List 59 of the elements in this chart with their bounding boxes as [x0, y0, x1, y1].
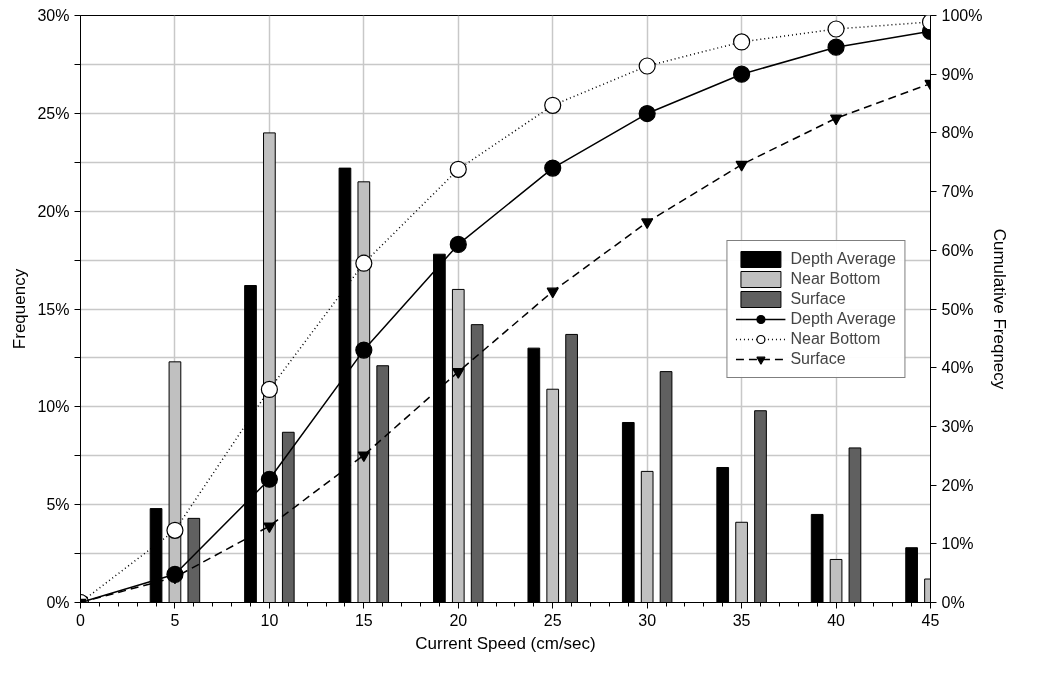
y2-tick-label: 70% — [941, 183, 974, 201]
legend-label: Surface — [790, 348, 846, 369]
point — [827, 20, 845, 38]
point — [260, 380, 278, 398]
y-tick-label: 20% — [37, 202, 70, 220]
y-tick-label: 25% — [37, 104, 70, 122]
point — [449, 160, 467, 178]
point — [829, 114, 843, 126]
y2-tick-label: 40% — [941, 359, 974, 377]
legend-label: Depth Average — [790, 248, 896, 269]
y2-tick-label: 20% — [941, 476, 974, 494]
point — [452, 368, 465, 379]
x-tick-label: 5 — [170, 611, 180, 629]
point — [260, 470, 278, 488]
x-tick-label: 45 — [921, 611, 940, 629]
point — [544, 96, 562, 114]
y2-axis-title: Cumulative Freqnecy — [990, 228, 1010, 390]
y2-tick-label: 90% — [941, 65, 974, 83]
point — [735, 160, 748, 172]
y-tick-label: 30% — [37, 7, 70, 24]
x-tick-label: 25 — [543, 611, 562, 629]
x-tick-label: 30 — [638, 611, 657, 629]
y2-tick-label: 100% — [941, 7, 983, 24]
point — [733, 33, 751, 51]
y-tick-label: 5% — [46, 496, 70, 514]
point — [166, 521, 184, 539]
y2-tick-label: 80% — [941, 124, 974, 142]
point — [263, 522, 276, 534]
y2-tick-label: 0% — [941, 594, 965, 611]
y2-tick-label: 30% — [941, 417, 974, 435]
point — [544, 159, 562, 177]
x-tick-label: 40 — [827, 611, 846, 629]
y2-tick-label: 60% — [941, 241, 974, 259]
y2-tick-label: 10% — [941, 535, 974, 553]
point — [449, 235, 467, 254]
legend-label: Depth Average — [790, 308, 896, 329]
point — [638, 57, 656, 75]
legend-label: Surface — [790, 288, 846, 309]
point — [355, 341, 373, 359]
point — [546, 287, 559, 299]
legend-label: Near Bottom — [790, 268, 881, 289]
x-tick-label: 20 — [449, 611, 468, 629]
legend-label: Near Bottom — [790, 328, 881, 349]
x-axis-title: Current Speed (cm/sec) — [415, 633, 596, 653]
y-tick-label: 0% — [46, 594, 70, 611]
x-tick-label: 15 — [354, 611, 373, 629]
y-tick-label: 10% — [37, 398, 70, 416]
y2-tick-label: 50% — [941, 300, 974, 318]
x-tick-label: 35 — [732, 611, 751, 629]
point — [733, 65, 751, 83]
point — [638, 104, 656, 123]
point — [641, 218, 654, 230]
x-tick-label: 0 — [76, 611, 86, 629]
x-tick-label: 10 — [260, 611, 279, 629]
point — [827, 38, 845, 56]
y-tick-label: 15% — [37, 300, 70, 318]
point — [355, 254, 373, 272]
point — [357, 451, 370, 463]
y-axis-title: Frequency — [10, 268, 30, 350]
